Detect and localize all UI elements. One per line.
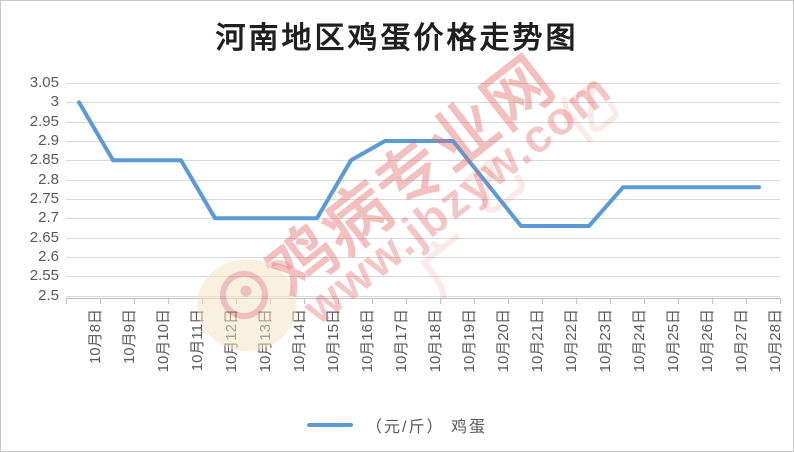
x-axis-tick (610, 298, 611, 304)
x-axis-tick (746, 298, 747, 304)
y-axis-label: 3 (50, 93, 59, 111)
x-axis-tick (474, 298, 475, 304)
x-axis-label: 10月25日 (665, 309, 682, 373)
x-axis-tick (66, 298, 67, 304)
legend-label: （元/斤） 鸡蛋 (366, 419, 487, 436)
gridline (66, 295, 780, 297)
x-axis-tick (134, 298, 135, 304)
y-axis-label: 2.7 (38, 209, 59, 227)
x-axis-label: 10月14日 (291, 309, 308, 373)
x-axis-label: 10月12日 (223, 309, 240, 373)
x-axis-tick (100, 298, 101, 304)
x-axis-tick (440, 298, 441, 304)
x-axis-label: 10月8日 (87, 309, 104, 365)
x-axis-tick (644, 298, 645, 304)
x-axis-tick (576, 298, 577, 304)
watermark-faint-glyph: 乙 (454, 142, 537, 227)
y-axis-label: 2.8 (38, 170, 59, 188)
x-axis-tick (338, 298, 339, 304)
x-axis-label: 10月11日 (189, 309, 206, 372)
legend-line-swatch (307, 423, 354, 427)
gridline (66, 256, 780, 258)
gridline (66, 160, 780, 162)
y-axis-label: 2.75 (29, 189, 59, 207)
gridline (66, 102, 780, 104)
x-axis-label: 10月18日 (427, 309, 444, 373)
x-axis-label: 10月24日 (631, 309, 648, 373)
x-axis-line (66, 298, 781, 299)
gridline (66, 198, 780, 200)
x-axis-label: 10月13日 (257, 309, 274, 373)
gridline (66, 141, 780, 142)
x-axis-label: 10月28日 (767, 309, 784, 373)
gridline (66, 83, 780, 84)
y-axis-label: 2.55 (29, 267, 59, 285)
x-axis-label: 10月9日 (121, 309, 138, 365)
x-axis-label: 10月17日 (393, 309, 410, 373)
y-axis-label: 2.85 (29, 151, 59, 169)
x-axis-label: 10月15日 (325, 309, 342, 373)
y-axis-label: 2.95 (29, 112, 59, 130)
y-axis-label: 2.5 (38, 286, 59, 304)
gridline (66, 218, 780, 220)
y-axis-label: 2.65 (29, 228, 59, 246)
x-axis-label: 10月10日 (155, 309, 172, 373)
x-axis-tick (678, 298, 679, 304)
gridline (66, 237, 780, 239)
gridline (66, 276, 780, 278)
chart-title: 河南地区鸡蛋价格走势图 (215, 22, 579, 55)
gridline (66, 121, 780, 123)
x-axis-label: 10月21日 (529, 309, 546, 373)
x-axis-tick (304, 298, 305, 304)
watermark-faint-glyph: 亿 (547, 70, 630, 155)
x-axis-label: 10月27日 (733, 309, 750, 373)
x-axis-tick (780, 298, 781, 304)
rooster-logo-icon (197, 259, 297, 351)
x-axis-label: 10月26日 (699, 309, 716, 373)
x-axis-tick (508, 298, 509, 304)
y-axis-label: 2.6 (38, 247, 59, 265)
x-axis-tick (372, 298, 373, 304)
x-axis-tick (712, 298, 713, 304)
x-axis-label: 10月23日 (597, 309, 614, 373)
y-axis-label: 3.05 (29, 74, 59, 91)
x-axis-tick (168, 298, 169, 304)
x-axis-label: 10月19日 (461, 309, 478, 373)
x-axis-label: 10月20日 (495, 309, 512, 373)
x-axis-label: 10月16日 (359, 309, 376, 373)
watermark-faint-glyph: 广 (407, 222, 490, 307)
y-axis-label: 2.9 (38, 132, 59, 149)
x-axis-tick (542, 298, 543, 304)
x-axis-tick (406, 298, 407, 304)
legend: （元/斤） 鸡蛋 (1, 413, 793, 437)
x-axis-label: 10月22日 (563, 309, 580, 373)
gridline (66, 179, 780, 181)
